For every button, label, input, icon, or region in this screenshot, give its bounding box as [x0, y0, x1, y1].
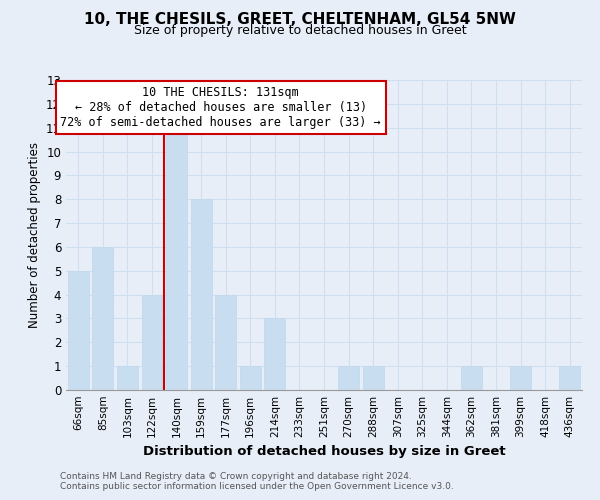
Bar	[191, 199, 212, 390]
X-axis label: Distribution of detached houses by size in Greet: Distribution of detached houses by size …	[143, 446, 505, 458]
Y-axis label: Number of detached properties: Number of detached properties	[28, 142, 41, 328]
Bar	[215, 294, 236, 390]
Bar	[68, 271, 89, 390]
Bar	[117, 366, 138, 390]
Bar	[92, 247, 113, 390]
Bar	[265, 318, 286, 390]
Bar	[166, 128, 187, 390]
Bar	[142, 294, 163, 390]
Text: Size of property relative to detached houses in Greet: Size of property relative to detached ho…	[134, 24, 466, 37]
Bar	[338, 366, 359, 390]
Text: Contains HM Land Registry data © Crown copyright and database right 2024.: Contains HM Land Registry data © Crown c…	[60, 472, 412, 481]
Text: Contains public sector information licensed under the Open Government Licence v3: Contains public sector information licen…	[60, 482, 454, 491]
Bar	[559, 366, 580, 390]
Bar	[510, 366, 531, 390]
Text: 10, THE CHESILS, GREET, CHELTENHAM, GL54 5NW: 10, THE CHESILS, GREET, CHELTENHAM, GL54…	[84, 12, 516, 28]
Bar	[362, 366, 383, 390]
Bar	[461, 366, 482, 390]
Bar	[240, 366, 261, 390]
Text: 10 THE CHESILS: 131sqm
← 28% of detached houses are smaller (13)
72% of semi-det: 10 THE CHESILS: 131sqm ← 28% of detached…	[61, 86, 381, 129]
